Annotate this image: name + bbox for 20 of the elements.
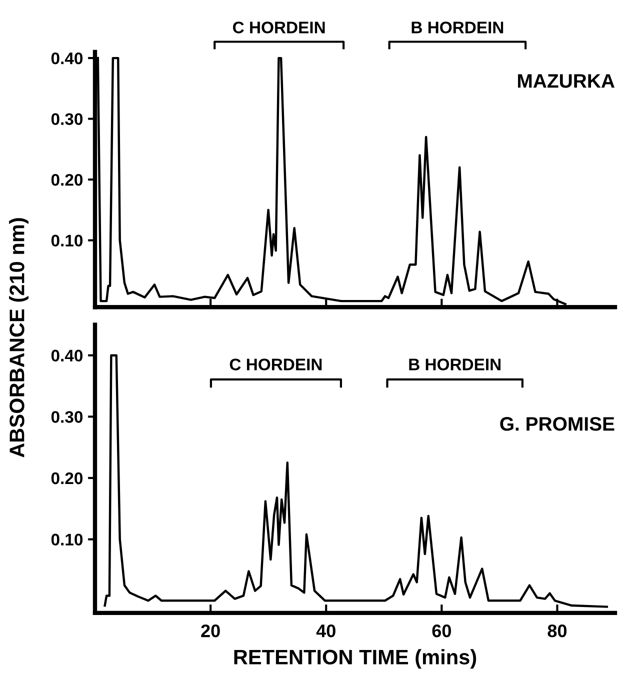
y-tick-label: 0.30 [51, 411, 83, 423]
annotation: B HORDEIN [409, 358, 500, 370]
x-tick-label: 80 [548, 624, 567, 638]
y-tick-label: 0.40 [51, 350, 83, 362]
y-tick-label: 0.10 [51, 534, 83, 546]
x-axis-title: RETENTION TIME (mins) [234, 649, 476, 669]
text: C HORDEIN [233, 22, 325, 34]
y-tick-label: 0.30 [51, 113, 83, 126]
y-tick-label: 0.20 [51, 174, 83, 186]
y-tick-label: 0.20 [51, 472, 83, 484]
annotation: C HORDEIN [230, 358, 322, 370]
text: B HORDEIN [412, 22, 504, 34]
annotation: G. PROMISE [500, 417, 614, 431]
y-tick-label: 0.40 [51, 52, 83, 64]
x-tick-label: 20 [201, 624, 220, 638]
annotation: MAZURKA [518, 74, 614, 88]
y-axis-title: ABSORBANCE (210 nm) [9, 218, 28, 458]
x-tick-label: 40 [316, 624, 336, 638]
y-tick-label: 0.10 [51, 234, 83, 247]
x-tick-label: 60 [432, 624, 451, 638]
